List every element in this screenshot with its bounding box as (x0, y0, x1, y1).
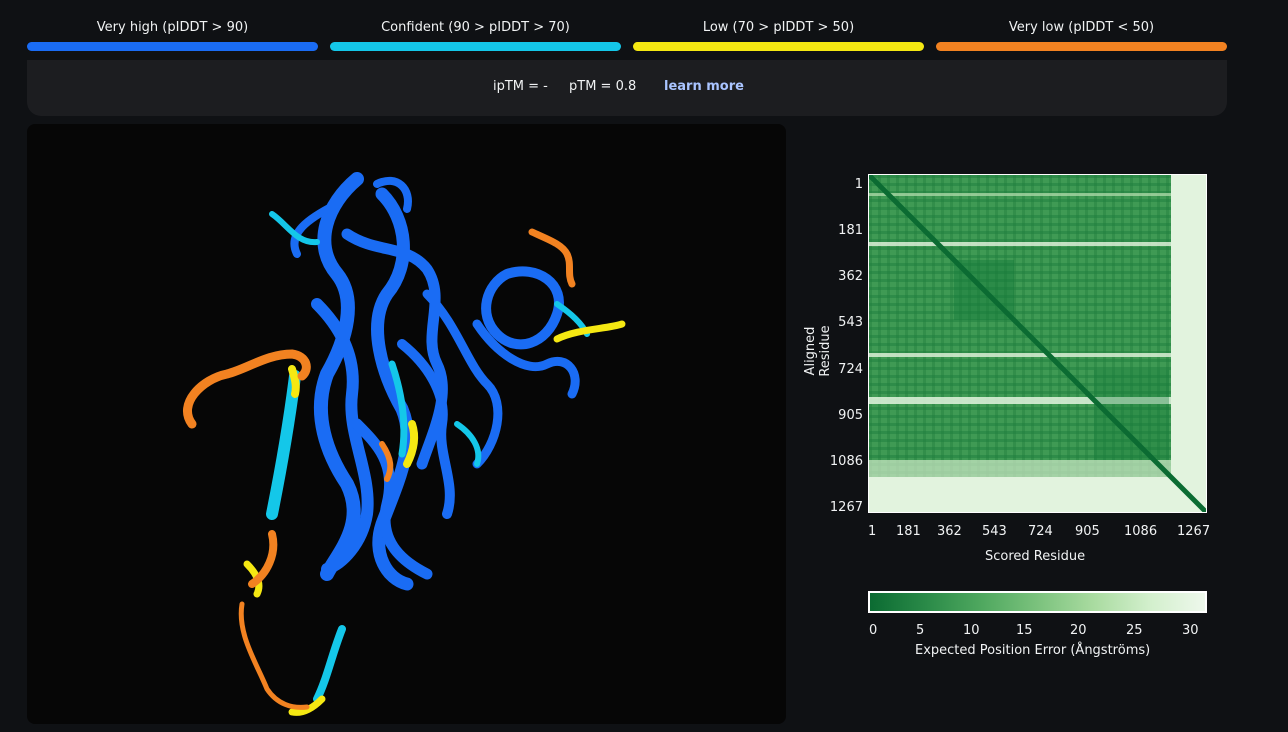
colorbar-tick: 25 (1126, 623, 1143, 638)
metrics-panel: ipTM = - pTM = 0.8 learn more (27, 60, 1227, 116)
colorbar-label: Expected Position Error (Ångströms) (915, 643, 1151, 658)
colorbar-tick: 15 (1016, 623, 1033, 638)
x-tick: 1267 (1177, 524, 1211, 539)
y-tick: 1267 (829, 500, 863, 515)
y-tick: 905 (838, 408, 863, 423)
protein-structure-render (183, 172, 626, 716)
legend-confident: Confident (90 > pIDDT > 70) (330, 19, 621, 51)
legend-low-bar (633, 42, 924, 51)
y-tick: 1086 (829, 454, 863, 469)
x-tick: 905 (1075, 524, 1100, 539)
colorbar-tick: 0 (869, 623, 878, 638)
plddt-legend: Very high (pIDDT > 90) Confident (90 > p… (27, 19, 1227, 53)
x-tick: 543 (982, 524, 1007, 539)
colorbar-tick: 30 (1182, 623, 1199, 638)
y-tick: 543 (838, 315, 863, 330)
x-tick: 362 (937, 524, 962, 539)
legend-very-high: Very high (pIDDT > 90) (27, 19, 318, 51)
x-tick: 181 (896, 524, 921, 539)
legend-low-label: Low (70 > pIDDT > 50) (702, 20, 855, 35)
legend-confident-label: Confident (90 > pIDDT > 70) (381, 20, 570, 35)
legend-very-high-bar (27, 42, 318, 51)
legend-very-low: Very low (pIDDT < 50) (936, 19, 1227, 51)
legend-low: Low (70 > pIDDT > 50) (633, 19, 924, 51)
x-tick: 1 (868, 524, 877, 539)
structure-viewer[interactable] (27, 124, 786, 724)
pae-plot: Aligned Residue 1 181 362 543 724 905 10… (800, 124, 1288, 732)
pae-colorbar (868, 591, 1207, 613)
legend-very-high-label: Very high (pIDDT > 90) (96, 20, 249, 35)
iptm-value: ipTM = - (493, 79, 548, 94)
y-tick: 181 (838, 223, 863, 238)
ptm-value: pTM = 0.8 (569, 79, 637, 94)
y-tick: 362 (838, 269, 863, 284)
y-tick: 1 (854, 177, 863, 192)
colorbar-tick: 20 (1070, 623, 1087, 638)
legend-confident-bar (330, 42, 621, 51)
legend-very-low-label: Very low (pIDDT < 50) (1008, 20, 1155, 35)
pae-xlabel: Scored Residue (985, 549, 1086, 564)
colorbar-tick: 10 (963, 623, 980, 638)
y-tick: 724 (838, 362, 863, 377)
x-tick: 724 (1028, 524, 1053, 539)
learn-more-link[interactable]: learn more (664, 79, 744, 94)
pae-heatmap-image (869, 175, 1206, 512)
x-tick: 1086 (1124, 524, 1158, 539)
colorbar-tick: 5 (916, 623, 925, 638)
legend-very-low-bar (936, 42, 1227, 51)
pae-heatmap[interactable] (868, 174, 1207, 513)
